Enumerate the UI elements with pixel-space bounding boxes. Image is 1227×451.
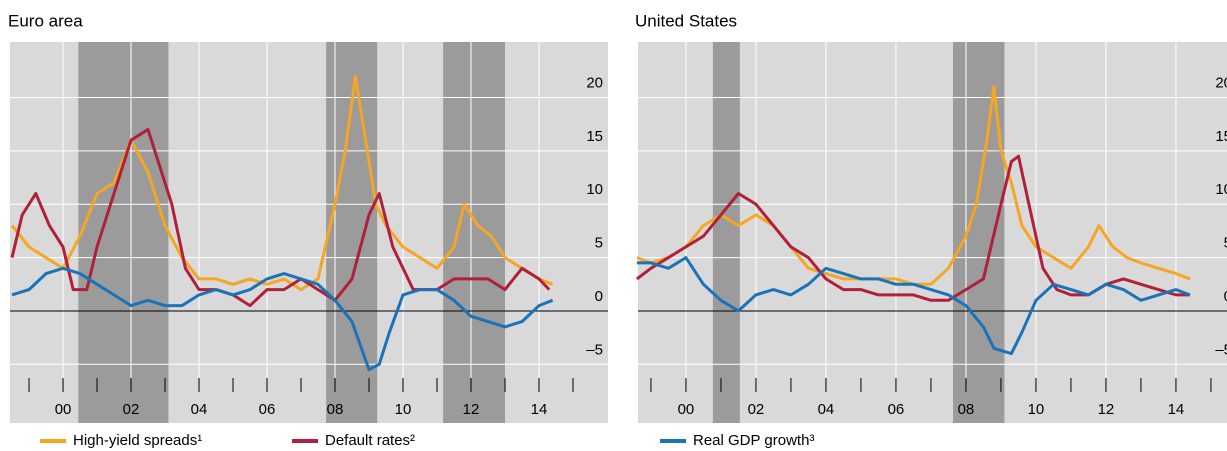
x-tick-label: 08 xyxy=(958,401,975,418)
y-tick-label: –5 xyxy=(1215,341,1227,358)
series-line xyxy=(10,128,551,308)
chart-title: Euro area xyxy=(8,11,83,30)
x-tick-label: 14 xyxy=(1168,401,1185,418)
y-tick-label: 0 xyxy=(595,288,603,305)
recession-band xyxy=(443,42,505,423)
y-tick-label: –5 xyxy=(586,341,603,358)
y-tick-label: 10 xyxy=(586,181,603,198)
x-tick-label: 10 xyxy=(1028,401,1045,418)
x-tick-label: 06 xyxy=(888,401,905,418)
x-tick-label: 00 xyxy=(678,401,695,418)
y-tick-label: 20 xyxy=(586,74,603,91)
x-tick-label: 04 xyxy=(191,401,208,418)
y-tick-label: 0 xyxy=(1224,288,1227,305)
x-tick-label: 02 xyxy=(123,401,140,418)
x-tick-label: 02 xyxy=(748,401,765,418)
recession-band xyxy=(78,42,169,423)
y-tick-label: 5 xyxy=(1224,235,1227,252)
x-tick-label: 10 xyxy=(395,401,412,418)
chart-title: United States xyxy=(635,11,737,30)
x-tick-label: 06 xyxy=(259,401,276,418)
legend-label: Default rates² xyxy=(325,432,415,449)
x-tick-label: 14 xyxy=(531,401,548,418)
y-tick-label: 5 xyxy=(595,235,603,252)
x-tick-label: 00 xyxy=(55,401,72,418)
recession-band xyxy=(712,42,740,423)
x-tick-label: 08 xyxy=(327,401,344,418)
series-line xyxy=(11,266,554,372)
legend-label: High-yield spreads¹ xyxy=(73,432,202,449)
x-tick-label: 12 xyxy=(1098,401,1115,418)
y-tick-label: 15 xyxy=(1215,128,1227,145)
legend-label: Real GDP growth³ xyxy=(693,432,814,449)
y-tick-label: 20 xyxy=(1215,74,1227,91)
x-tick-label: 12 xyxy=(463,401,480,418)
series-line xyxy=(636,85,1191,286)
y-tick-label: 15 xyxy=(586,128,603,145)
x-tick-label: 04 xyxy=(818,401,835,418)
series-line xyxy=(636,256,1191,356)
y-tick-label: 10 xyxy=(1215,181,1227,198)
